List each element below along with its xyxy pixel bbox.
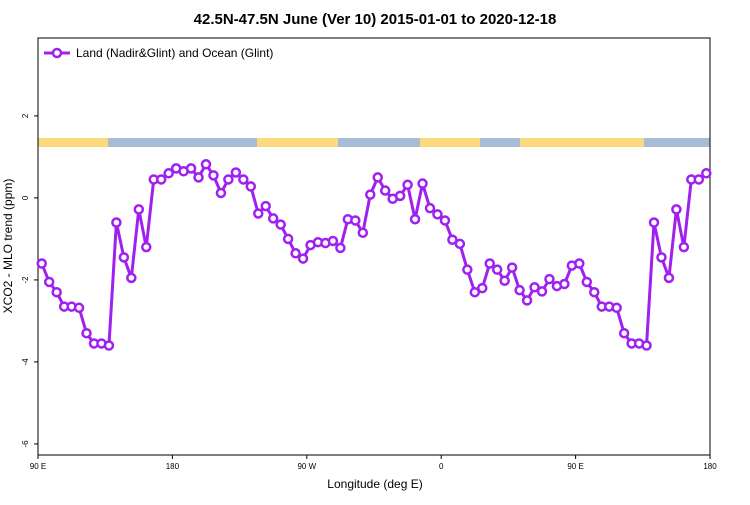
x-tick-label: 90 E [30,462,46,471]
data-point [297,253,309,264]
data-point [506,262,518,273]
y-tick-label: -2 [21,276,30,284]
data-point [357,227,369,239]
data-point [365,189,376,200]
ocean-band [338,138,420,147]
data-point [379,185,391,196]
data-point [574,258,585,269]
data-point [618,327,630,339]
data-point [477,282,488,294]
data-point [454,238,466,250]
data-point [133,204,145,215]
data-point [701,168,712,179]
data-point [529,282,540,293]
data-point [648,217,660,228]
data-point [439,215,451,226]
land-band [257,138,338,147]
data-point [73,302,85,314]
data-point [663,272,675,284]
data-point [693,174,705,185]
data-point [155,174,167,185]
data-point [200,159,212,170]
data-point [678,241,690,253]
y-tick-label: -6 [21,440,30,448]
data-point [424,202,436,214]
data-point [462,264,473,275]
data-point [81,327,92,339]
data-point [671,204,682,215]
data-point [611,302,622,314]
data-point [208,170,219,181]
data-point [36,258,47,269]
data-point [103,340,115,351]
legend-label: Land (Nadir&Glint) and Ocean (Glint) [76,46,273,60]
data-point [402,179,413,191]
land-mask [38,138,710,147]
x-axis-label: Longitude (deg E) [327,477,422,491]
data-point [491,264,503,275]
data-point [514,284,525,296]
x-tick-label: 180 [166,462,180,471]
data-point [409,213,421,225]
data-point [581,276,593,288]
data-point [447,234,458,245]
data-point [275,219,286,230]
land-band [520,138,644,147]
x-tick-label: 180 [703,462,717,471]
data-point [43,276,55,288]
data-point [641,340,652,351]
data-point [656,252,667,263]
plot-frame [37,37,711,456]
data-point [521,295,533,306]
legend-marker [51,47,63,59]
data-point [230,167,242,178]
x-tick-label: 90 W [297,462,316,471]
data-point [118,252,130,263]
data-point [559,278,570,290]
data-point [267,213,279,224]
data-point [253,208,264,219]
data-point [111,217,122,228]
data-point [394,190,406,202]
land-band [420,138,480,147]
x-tick-label: 90 E [567,462,583,471]
data-point [469,286,481,298]
y-tick-label: 2 [21,113,30,118]
data-point [260,200,271,212]
ocean-band [108,138,257,147]
data-point [544,273,555,285]
land-band [38,138,108,147]
data-point [372,172,383,183]
ocean-band [644,138,710,147]
data-point [335,242,346,254]
data-point [417,178,428,189]
data-point [141,241,152,253]
data-point [536,286,548,297]
data-point [350,215,361,226]
data-point [484,258,495,269]
data-point [163,168,174,179]
y-tick-label: 0 [21,195,30,200]
chart-title: 42.5N-47.5N June (Ver 10) 2015-01-01 to … [194,11,557,28]
data-point [238,174,249,185]
data-point [589,286,600,298]
data-point [193,172,204,183]
data-point [327,235,339,247]
data-point [499,275,510,286]
data-point [245,181,257,192]
data-point [223,174,234,185]
data-point [432,209,443,220]
x-tick-label: 0 [439,462,444,471]
data-point [51,286,62,298]
data-point [290,248,301,259]
data-point [126,272,137,284]
y-axis-label: XCO2 - MLO trend (ppm) [1,179,15,314]
y-tick-label: -4 [21,358,30,366]
data-point [282,233,294,245]
data-point [185,163,197,174]
ocean-band [480,138,520,147]
data-point [215,187,227,199]
